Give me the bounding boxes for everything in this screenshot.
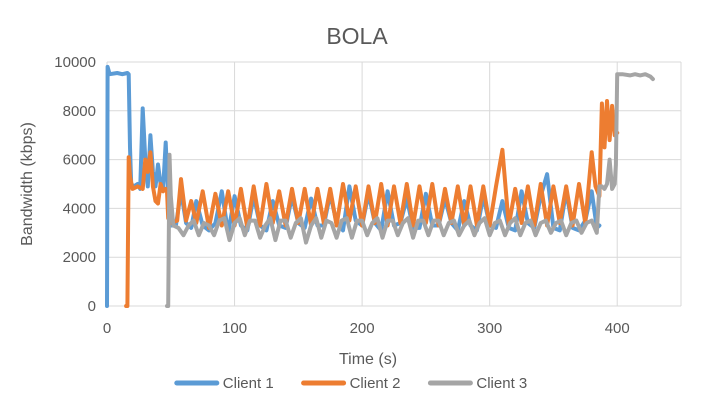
series-line-3 [165, 72, 655, 308]
series-line-2 [124, 99, 620, 308]
y-tick-label: 0 [88, 298, 96, 315]
y-tick-label: 6000 [63, 152, 96, 169]
x-tick-label: 400 [605, 320, 630, 337]
y-tick-label: 8000 [63, 103, 96, 120]
x-tick-label: 100 [222, 320, 247, 337]
x-tick-label: 300 [477, 320, 502, 337]
x-axis-label: Time (s) [339, 351, 397, 368]
y-axis-label: Bandwidth (kbps) [19, 122, 36, 246]
x-tick-label: 0 [103, 320, 111, 337]
legend-label: Client 1 [223, 375, 274, 392]
y-tick-label: 2000 [63, 249, 96, 266]
y-tick-label: 4000 [63, 200, 96, 217]
legend-label: Client 3 [476, 375, 527, 392]
tick-labels: 0 2000 4000 6000 8000 10000 0 100 200 300 400 [54, 54, 629, 337]
chart-title: BOLA [326, 23, 388, 49]
y-tick-label: 10000 [54, 54, 96, 71]
series-lines [105, 64, 655, 308]
x-tick-label: 200 [350, 320, 375, 337]
legend-label: Client 2 [350, 375, 401, 392]
legend: Client 1 Client 2 Client 3 [174, 375, 527, 392]
